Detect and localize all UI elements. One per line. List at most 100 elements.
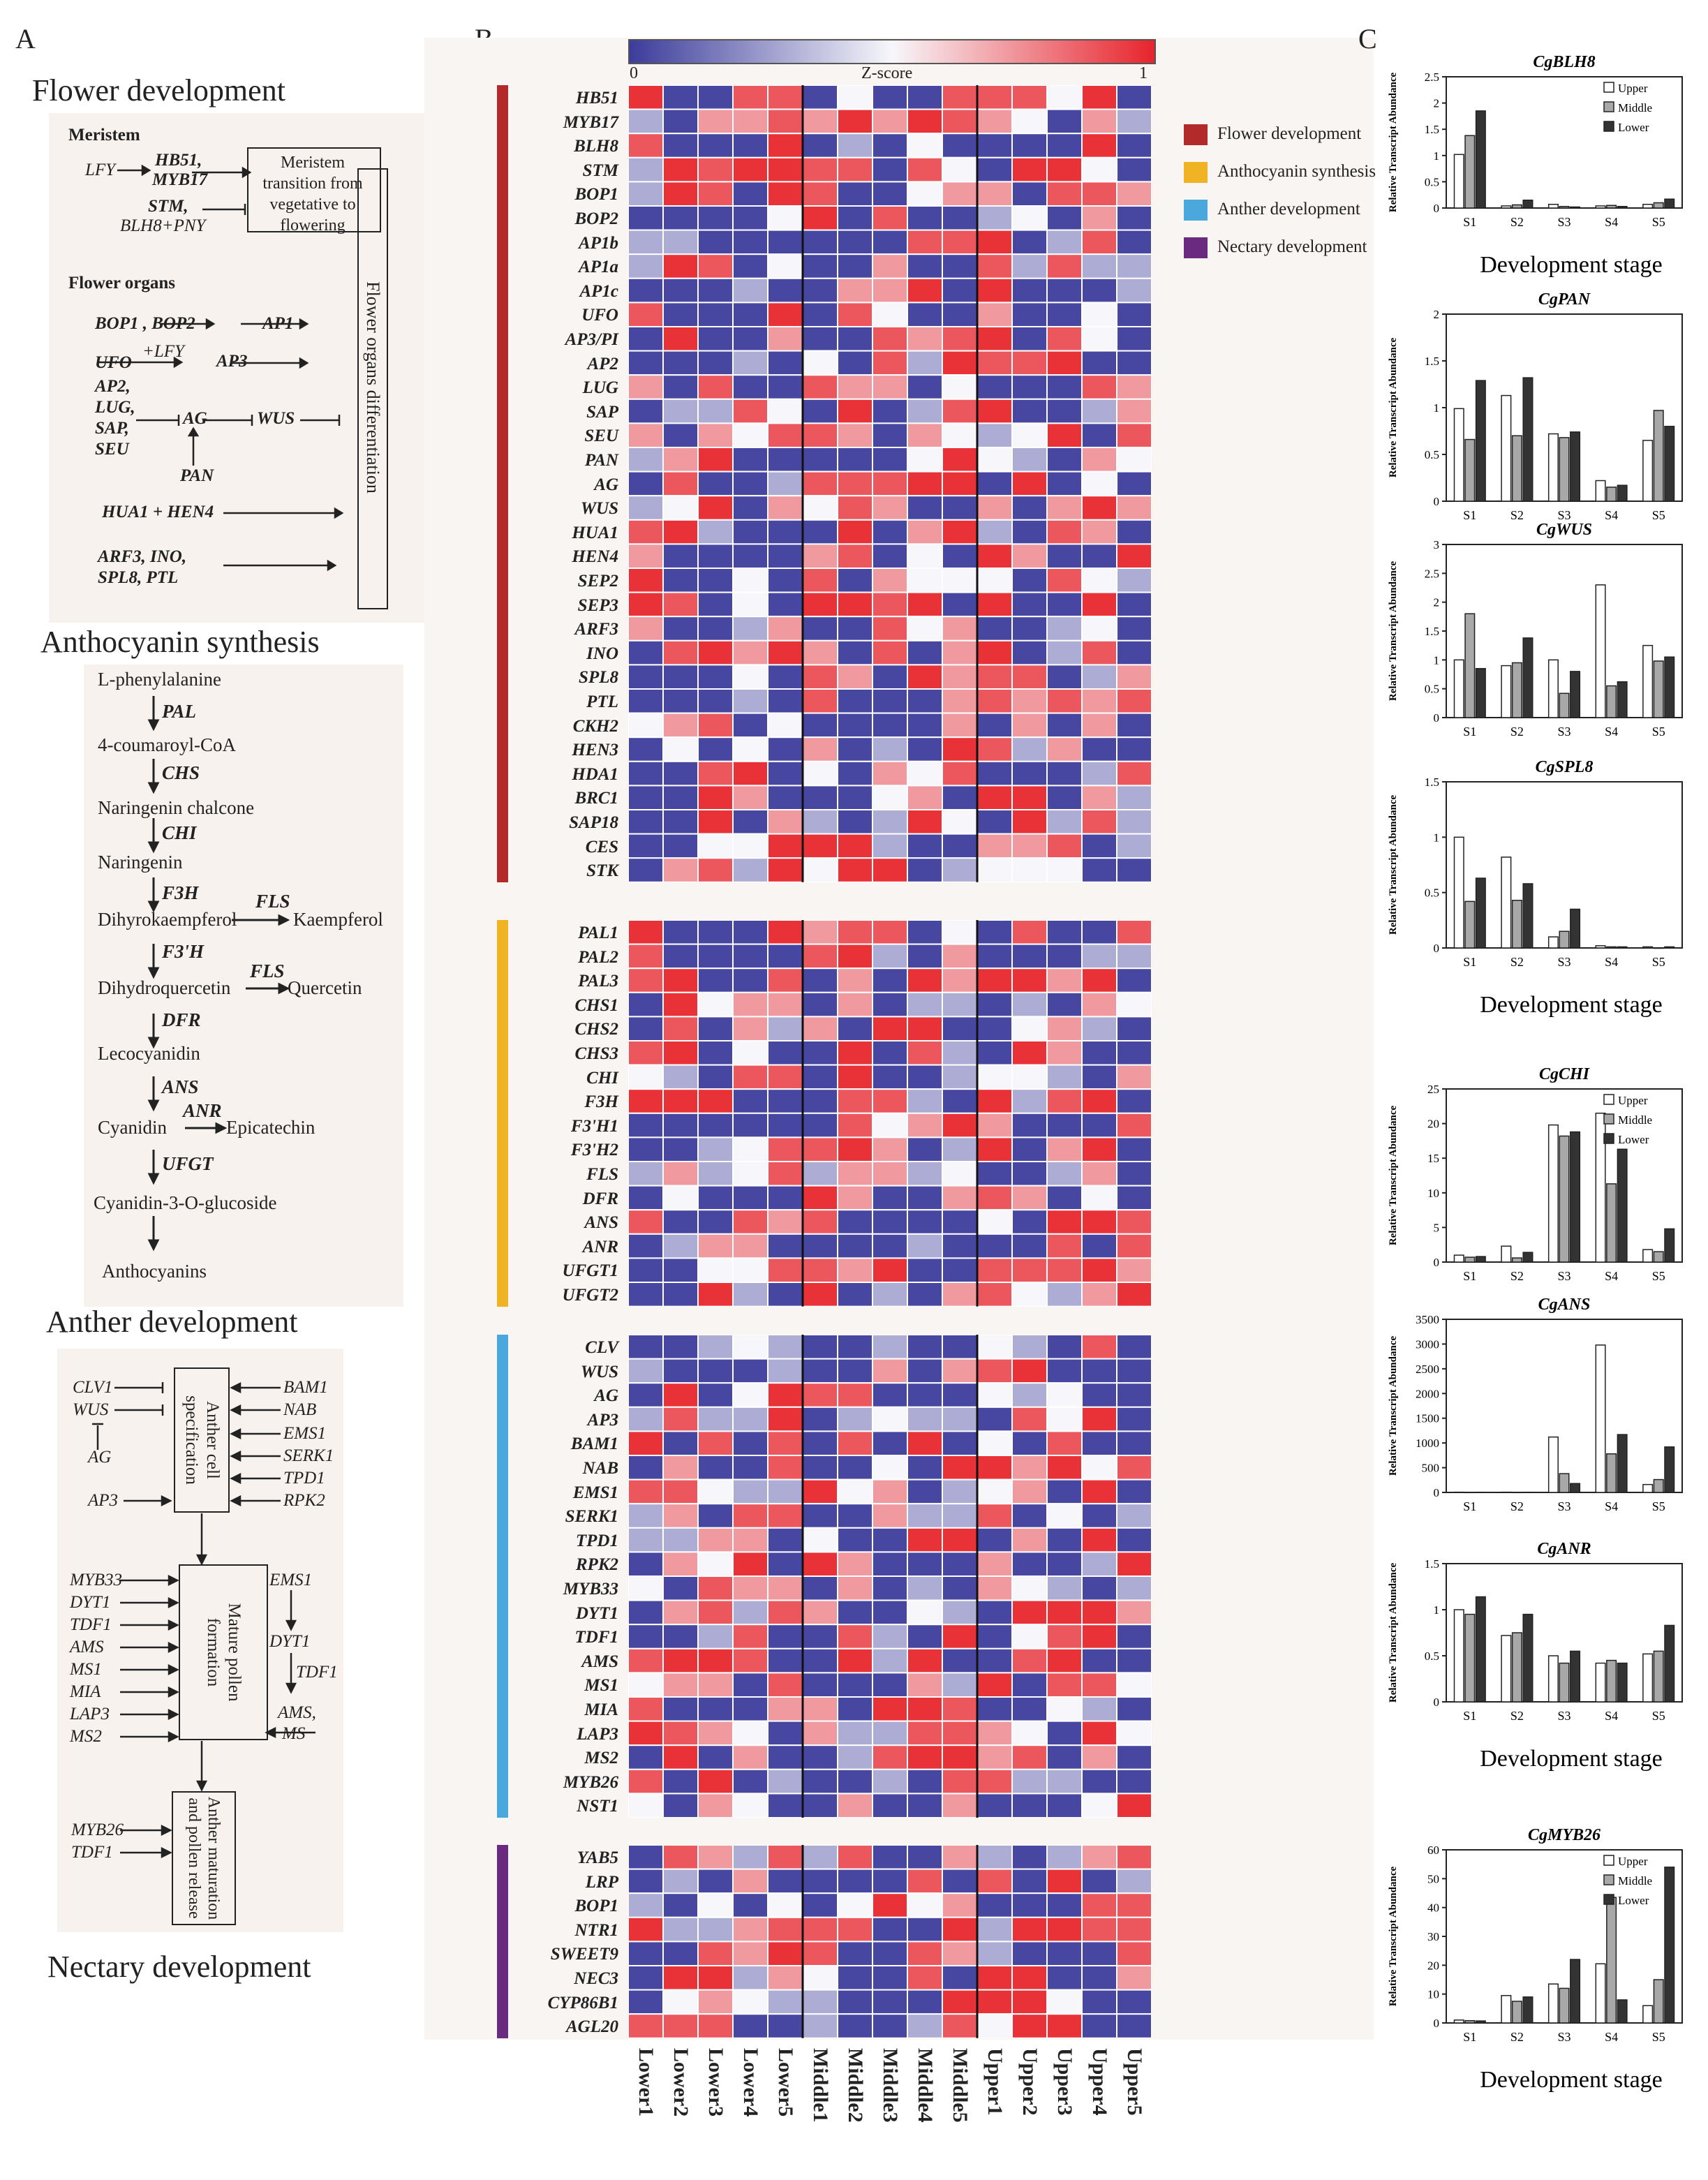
heatmap-cell: [767, 1455, 803, 1481]
heatmap-cell: [1081, 1941, 1117, 1966]
heatmap-cell: [767, 1768, 803, 1795]
heatmap-cell: [802, 736, 838, 762]
heatmap-cell: [837, 920, 873, 945]
heatmap-cell: [1116, 1455, 1152, 1481]
heatmap-cell: [662, 639, 699, 666]
heatmap-cell: [976, 1744, 1013, 1770]
heatmap-cell: [907, 967, 943, 993]
heatmap-cell: [732, 568, 768, 593]
heatmap-cell: [1081, 108, 1117, 135]
bar-middle: [1606, 1183, 1617, 1263]
heatmap-cell: [872, 1209, 908, 1235]
heatmap-cell: [1081, 1040, 1117, 1066]
gene-label: SERK1: [565, 1507, 618, 1527]
heatmap-cell: [732, 1161, 768, 1187]
heatmap-cell: [872, 470, 908, 497]
heatmap-cell: [767, 1916, 803, 1943]
gene-label: HEN4: [572, 547, 618, 567]
gene-label: ARF3: [574, 620, 618, 639]
heatmap-cell: [907, 133, 943, 158]
heatmap-cell: [872, 1989, 908, 2015]
x-tick-label: S5: [1652, 1499, 1665, 1513]
heatmap-cell: [732, 1455, 768, 1481]
heatmap-cell: [1081, 1233, 1117, 1259]
heatmap-cell: [907, 1989, 943, 2015]
heatmap-cell: [628, 253, 664, 279]
y-tick-label: 15: [1427, 1152, 1439, 1165]
heatmap-cell: [1116, 447, 1152, 473]
heatmap-cell: [837, 1455, 873, 1481]
heatmap-cell: [1011, 1112, 1048, 1139]
heatmap-cell: [697, 1406, 734, 1432]
heatmap-cell: [662, 1016, 699, 1041]
heatmap-cell: [1081, 181, 1117, 207]
heatmap-cell: [872, 1892, 908, 1918]
heatmap-cell: [976, 1503, 1013, 1529]
heatmap-cell: [942, 1965, 978, 1991]
legend-label-upper: Upper: [1618, 82, 1648, 95]
legend-swatch-lower: [1603, 121, 1614, 132]
heatmap-cell: [1046, 1503, 1083, 1529]
x-tick-label: S2: [1510, 1709, 1524, 1723]
heatmap-cell: [802, 785, 838, 811]
heatmap-cell: [837, 1965, 873, 1991]
legend-swatch-middle: [1603, 1113, 1614, 1125]
heatmap-cell: [732, 85, 768, 110]
heatmap-cell: [767, 85, 803, 110]
heatmap-cell: [802, 1209, 838, 1235]
heatmap-cell: [872, 833, 908, 859]
enzyme-dfr: DFR: [162, 1009, 201, 1030]
heatmap-cell: [872, 1136, 908, 1162]
heatmap-cell: [1081, 326, 1117, 352]
heatmap-cell: [907, 422, 943, 448]
heatmap-cell: [662, 1647, 699, 1674]
heatmap-cell: [628, 1527, 664, 1553]
heatmap-cell: [732, 277, 768, 304]
compound-cyanidin-3-o-glucoside: Cyanidin-3-O-glucoside: [94, 1192, 277, 1213]
heatmap-cell: [802, 470, 838, 497]
heatmap-cell: [767, 1503, 803, 1529]
heatmap-cell: [976, 1406, 1013, 1432]
y-tick-label: 3000: [1416, 1337, 1439, 1351]
heatmap-cell: [976, 1793, 1013, 1818]
heatmap-cell: [942, 422, 978, 448]
heatmap-cell: [872, 495, 908, 521]
x-tick-label: S2: [1510, 955, 1524, 969]
chart-title: CgWUS: [1536, 521, 1592, 539]
heatmap-cell: [1116, 1185, 1152, 1211]
heatmap-cell: [1081, 302, 1117, 327]
y-tick-label: 50: [1427, 1872, 1439, 1885]
heatmap-cell: [1011, 1793, 1048, 1818]
heatmap-cell: [907, 1916, 943, 1943]
heatmap-cell: [976, 1040, 1013, 1066]
heatmap-cell: [872, 1257, 908, 1283]
heatmap-cell: [872, 1965, 908, 1991]
bar-middle: [1559, 1987, 1570, 2024]
bar-lower: [1475, 110, 1486, 209]
heatmap-cell: [697, 1624, 734, 1649]
heatmap-cell: [1046, 1696, 1083, 1722]
heatmap-cell: [1081, 470, 1117, 497]
heatmap-cell: [976, 1185, 1013, 1211]
heatmap-cell: [1116, 568, 1152, 593]
heatmap-cell: [802, 1335, 838, 1360]
heatmap-cell: [1116, 398, 1152, 424]
heatmap-cell: [662, 1136, 699, 1162]
bar-middle: [1464, 1613, 1476, 1703]
x-tick-label: S1: [1463, 955, 1476, 969]
heatmap-cell: [837, 1136, 873, 1162]
heatmap-cell: [802, 1720, 838, 1747]
heatmap-cell: [802, 1551, 838, 1577]
heatmap-cell: [942, 1430, 978, 1456]
heatmap-cell: [837, 205, 873, 231]
heatmap-cell: [628, 1916, 664, 1943]
heatmap-cell: [1081, 495, 1117, 521]
heatmap-cell: [628, 374, 664, 400]
y-axis-label: Relative Transcript Abundance: [1388, 1106, 1399, 1246]
heatmap-cell: [907, 108, 943, 135]
gene-label: BOP1: [574, 185, 619, 205]
bar-middle: [1511, 1632, 1522, 1703]
heatmap-cell: [662, 470, 699, 497]
anther-ms2: MS2: [70, 1727, 102, 1746]
